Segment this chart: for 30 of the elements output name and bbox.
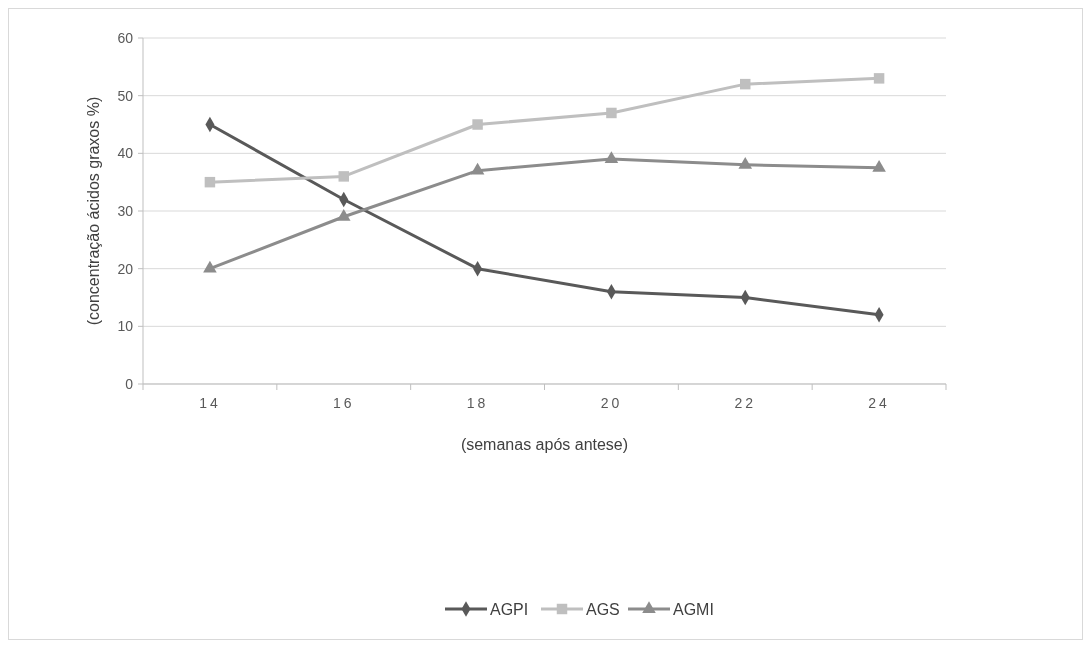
y-tick-label: 40 xyxy=(117,145,134,162)
legend-label: AGS xyxy=(586,600,620,618)
point xyxy=(203,260,217,273)
point xyxy=(470,162,485,175)
point xyxy=(336,208,351,221)
legend-label: AGPI xyxy=(490,600,529,618)
x-axis-title: (semanas após antese) xyxy=(460,436,629,453)
x-tick-label: 24 xyxy=(868,395,890,411)
x-tick-label: 20 xyxy=(600,395,623,411)
x-tick-label: 18 xyxy=(466,395,489,411)
y-axis-title: (concentração ácidos graxos %) xyxy=(85,96,102,326)
legend-label: AGMI xyxy=(673,600,714,618)
y-tick-label: 0 xyxy=(125,375,134,392)
y-tick-label: 20 xyxy=(117,260,134,277)
x-tick-label: 14 xyxy=(199,395,221,411)
y-tick-label: 30 xyxy=(117,202,134,219)
point xyxy=(338,171,349,182)
point xyxy=(472,119,483,130)
point xyxy=(606,107,617,119)
y-tick-label: 50 xyxy=(117,87,134,104)
x-tick-label: 22 xyxy=(734,395,757,411)
x-tick-label: 16 xyxy=(332,395,355,411)
point xyxy=(740,78,751,90)
point xyxy=(604,151,619,164)
point xyxy=(873,73,885,84)
y-tick-label: 60 xyxy=(117,29,134,46)
point xyxy=(738,157,753,169)
point xyxy=(872,159,886,172)
point xyxy=(204,176,216,188)
y-tick-label: 10 xyxy=(117,318,134,335)
